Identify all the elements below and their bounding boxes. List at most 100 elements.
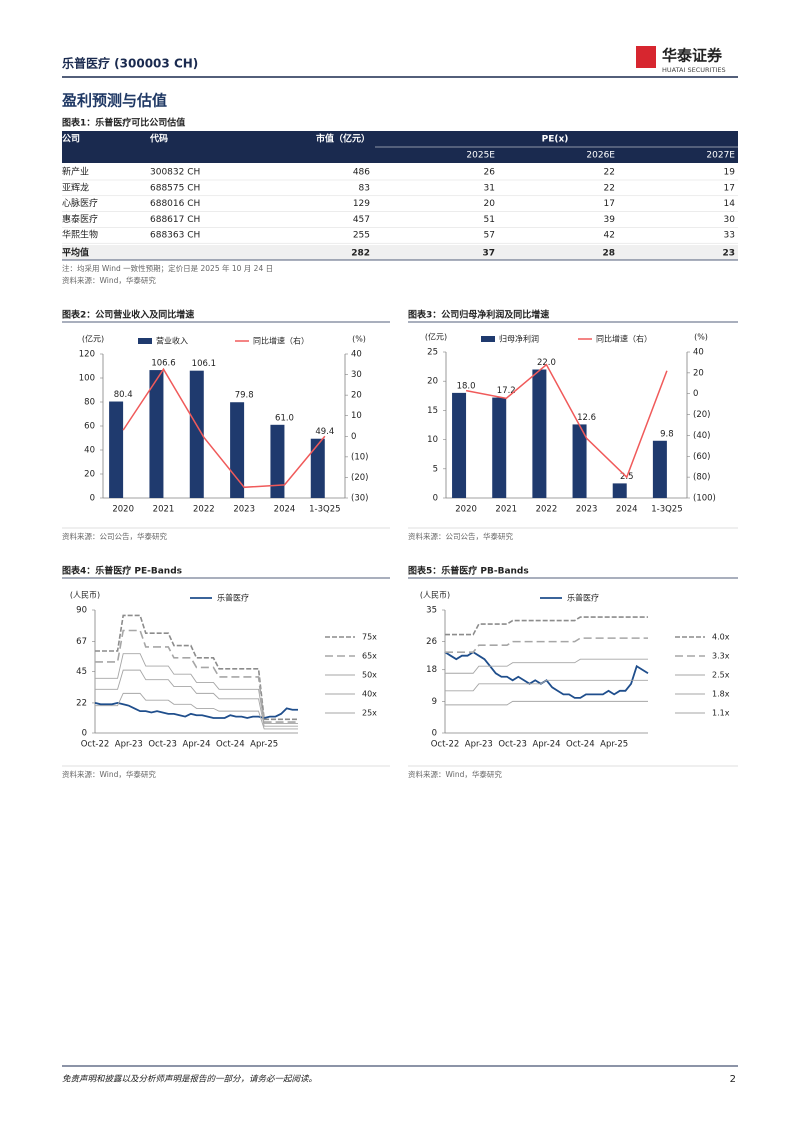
legend-label: 75x <box>362 633 377 642</box>
y-tick-label: 45 <box>76 667 87 677</box>
x-tick-label: Apr-23 <box>115 740 143 750</box>
column-header: 市值（亿元） <box>316 133 370 145</box>
y2-axis-unit: (%) <box>694 333 708 342</box>
value-label: 18.0 <box>457 381 476 391</box>
y2-tick-label: (30) <box>351 494 368 504</box>
value-label: 49.4 <box>315 427 334 437</box>
table-cell: 新产业 <box>62 166 89 178</box>
value-label: 12.6 <box>577 413 596 423</box>
x-tick-label: 2023 <box>576 505 598 515</box>
chart-source: 资料来源：Wind，华泰研究 <box>62 769 156 779</box>
x-tick-label: Oct-24 <box>216 740 245 750</box>
y2-tick-label: 40 <box>693 348 704 358</box>
y-tick-label: 22 <box>76 698 87 708</box>
y-axis-unit: (亿元) <box>82 334 104 344</box>
table-cell: 255 <box>353 231 370 241</box>
company-name: 乐普医疗 (300003 CH) <box>62 56 198 71</box>
y-tick-label: 0 <box>82 729 87 739</box>
chart-source: 资料来源：公司公告，华泰研究 <box>62 531 167 541</box>
legend-label: 乐普医疗 <box>567 593 599 603</box>
value-label: 106.6 <box>151 359 175 369</box>
legend-swatch <box>138 338 152 344</box>
legend-label: 营业收入 <box>156 336 188 346</box>
legend-label: 同比增速（右） <box>596 334 652 344</box>
x-tick-label: 2020 <box>455 505 477 515</box>
table-cell: 华熙生物 <box>62 229 98 241</box>
table-cell: 心脉医疗 <box>62 197 98 209</box>
year-header: 2027E <box>706 151 735 161</box>
x-tick-label: Apr-25 <box>600 740 628 750</box>
table-cell: 282 <box>351 249 370 259</box>
legend-label: 同比增速（右） <box>253 336 309 346</box>
table-cell: 42 <box>604 231 615 241</box>
chart-title: 图表4：乐普医疗 PE-Bands <box>62 565 182 577</box>
table-cell: 19 <box>724 168 736 178</box>
table-cell: 14 <box>724 199 736 209</box>
x-tick-label: Apr-24 <box>532 740 560 750</box>
x-tick-label: Oct-22 <box>431 740 460 750</box>
table-cell: 30 <box>724 215 736 225</box>
value-label: 17.2 <box>497 386 516 396</box>
table-cell: 26 <box>484 168 496 178</box>
x-tick-label: 1-3Q25 <box>309 505 340 515</box>
y-tick-label: 18 <box>426 665 437 675</box>
y2-tick-label: 20 <box>693 368 704 378</box>
x-tick-label: Apr-25 <box>250 740 278 750</box>
y-tick-label: 20 <box>427 377 438 387</box>
table-cell: 39 <box>604 215 616 225</box>
table-cell: 17 <box>604 199 615 209</box>
table-cell: 37 <box>482 249 495 259</box>
value-label: 80.4 <box>114 390 133 400</box>
y-tick-label: 67 <box>76 637 87 647</box>
band-line <box>95 614 298 721</box>
y2-tick-label: (10) <box>351 452 368 462</box>
x-tick-label: 2021 <box>495 505 517 515</box>
y2-tick-label: 10 <box>351 411 362 421</box>
y-tick-label: 9 <box>432 697 437 707</box>
section-title: 盈利预测与估值 <box>61 92 167 110</box>
table-cell: 688617 CH <box>150 215 200 225</box>
growth-line <box>465 363 668 479</box>
table-source: 资料来源：Wind，华泰研究 <box>62 275 156 285</box>
bar <box>270 424 285 498</box>
table-title: 图表1：乐普医疗可比公司估值 <box>62 117 185 129</box>
logo-subtext: HUATAI SECURITIES <box>662 66 726 74</box>
bar <box>189 370 204 498</box>
y-tick-label: 0 <box>90 494 95 504</box>
y2-tick-label: 0 <box>693 389 698 399</box>
y2-tick-label: (100) <box>693 494 716 504</box>
y2-tick-label: 40 <box>351 350 362 360</box>
x-tick-label: 2022 <box>536 505 558 515</box>
year-header: 2025E <box>466 151 495 161</box>
y-tick-label: 26 <box>426 637 437 647</box>
logo-icon <box>636 46 656 68</box>
y2-tick-label: (40) <box>693 431 710 441</box>
table-cell: 31 <box>484 183 495 193</box>
x-tick-label: 2022 <box>193 505 215 515</box>
y2-tick-label: 30 <box>351 370 362 380</box>
logo-text: 华泰证券 <box>662 47 723 65</box>
disclaimer: 免责声明和披露以及分析师声明是报告的一部分，请务必一起阅读。 <box>62 1074 317 1085</box>
table-cell: 300832 CH <box>150 168 200 178</box>
y-axis-unit: (人民币) <box>420 591 450 600</box>
y-tick-label: 10 <box>427 435 438 445</box>
y2-tick-label: 20 <box>351 391 362 401</box>
x-tick-label: Oct-22 <box>81 740 110 750</box>
x-tick-label: Oct-23 <box>148 740 177 750</box>
value-label: 61.0 <box>275 413 294 423</box>
legend-label: 乐普医疗 <box>217 593 249 603</box>
x-tick-label: Oct-24 <box>566 740 595 750</box>
y2-tick-label: (20) <box>351 473 368 483</box>
bar <box>109 401 124 498</box>
table-cell: 22 <box>604 168 615 178</box>
legend-label: 50x <box>362 671 377 680</box>
legend-label: 2.5x <box>712 671 730 680</box>
y2-tick-label: (20) <box>693 410 710 420</box>
band-line <box>445 679 648 692</box>
price-line <box>94 702 298 719</box>
table-cell: 28 <box>602 249 615 259</box>
y-tick-label: 100 <box>79 374 95 384</box>
legend-label: 1.8x <box>712 690 730 699</box>
bar <box>612 483 627 498</box>
band-line <box>445 658 648 674</box>
